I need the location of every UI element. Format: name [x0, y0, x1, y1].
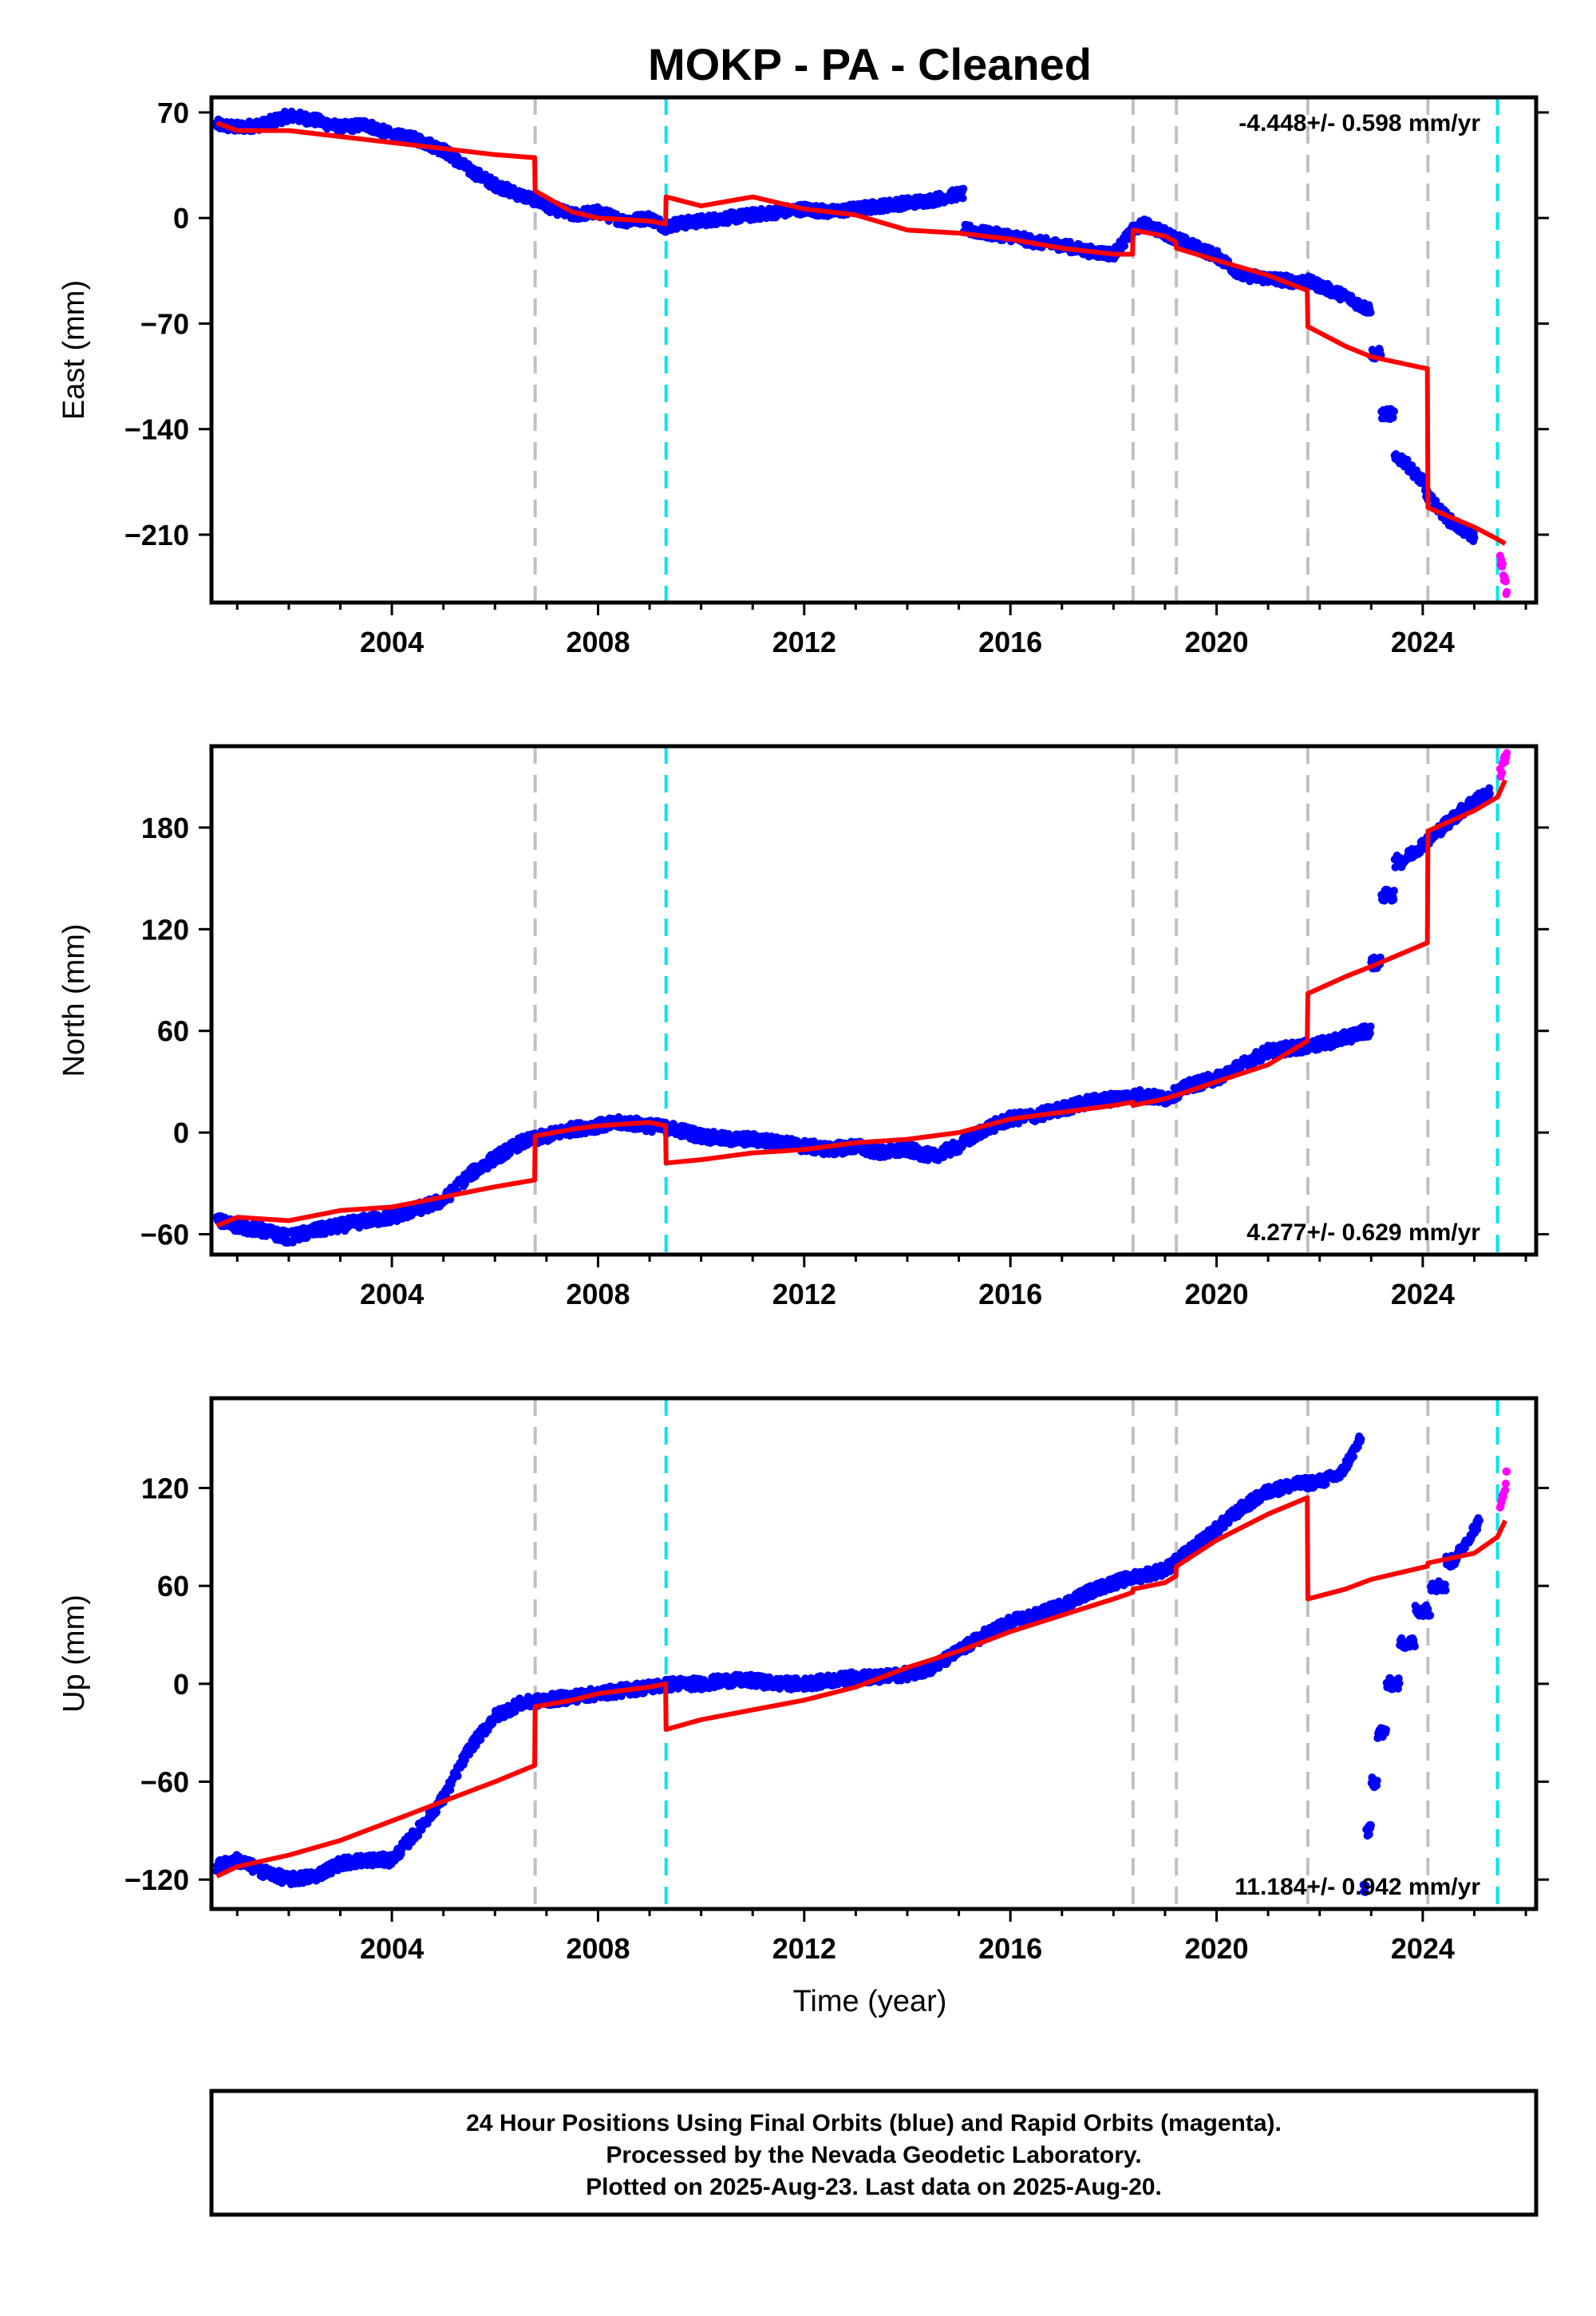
data-point: [1365, 1029, 1374, 1037]
data-point: [1498, 769, 1507, 777]
data-point: [1501, 577, 1510, 586]
data-point: [1485, 789, 1494, 798]
y-tick-label: −60: [140, 1219, 189, 1251]
x-tick-label: 2016: [978, 626, 1042, 658]
x-tick-label: 2008: [566, 1278, 630, 1310]
x-tick-label: 2012: [772, 626, 836, 658]
data-point: [1499, 559, 1507, 568]
x-tick-label: 2016: [978, 1278, 1042, 1310]
x-tick-label: 2024: [1391, 1278, 1455, 1310]
x-tick-label: 2020: [1184, 626, 1248, 658]
y-tick-label: −70: [140, 307, 189, 340]
data-point: [958, 194, 967, 203]
y-tick-label: 120: [141, 913, 189, 946]
data-point: [1366, 308, 1375, 317]
y-tick-label: 0: [173, 202, 189, 235]
data-point: [1503, 587, 1511, 596]
east-panel: 2004 2008 2012 2016 2020 2024 70 0 −70 −140 −210 Ea…: [57, 95, 1549, 658]
y-tick-label: 70: [157, 97, 189, 129]
figure-title: MOKP - PA - Cleaned: [648, 39, 1092, 89]
data-point: [1470, 533, 1479, 542]
x-tick-label: 2024: [1391, 626, 1455, 658]
y-tick-label: 180: [141, 812, 189, 844]
data-point: [1389, 895, 1398, 904]
data-point: [1390, 407, 1398, 416]
data-point: [1366, 1022, 1375, 1031]
y-tick-label: −210: [124, 519, 189, 551]
x-tick-label: 2008: [566, 626, 630, 658]
y-axis-label: North (mm): [57, 923, 91, 1077]
y-axis-label: East (mm): [57, 280, 91, 420]
x-tick-label: 2012: [772, 1278, 836, 1310]
y-tick-label: 0: [173, 1117, 189, 1149]
x-tick-label: 2020: [1184, 1278, 1248, 1310]
y-tick-label: −140: [124, 413, 189, 446]
rate-label: 4.277+/- 0.629 mm/yr: [1246, 1219, 1480, 1246]
data-point: [453, 1772, 462, 1780]
x-tick-label: 2004: [360, 1278, 424, 1310]
data-point: [1390, 887, 1398, 895]
data-point: [1503, 749, 1511, 757]
x-tick-label: 2004: [360, 626, 424, 658]
y-tick-label: 60: [157, 1015, 189, 1048]
data-point: [959, 184, 968, 193]
rate-label: -4.448+/- 0.598 mm/yr: [1238, 110, 1480, 136]
